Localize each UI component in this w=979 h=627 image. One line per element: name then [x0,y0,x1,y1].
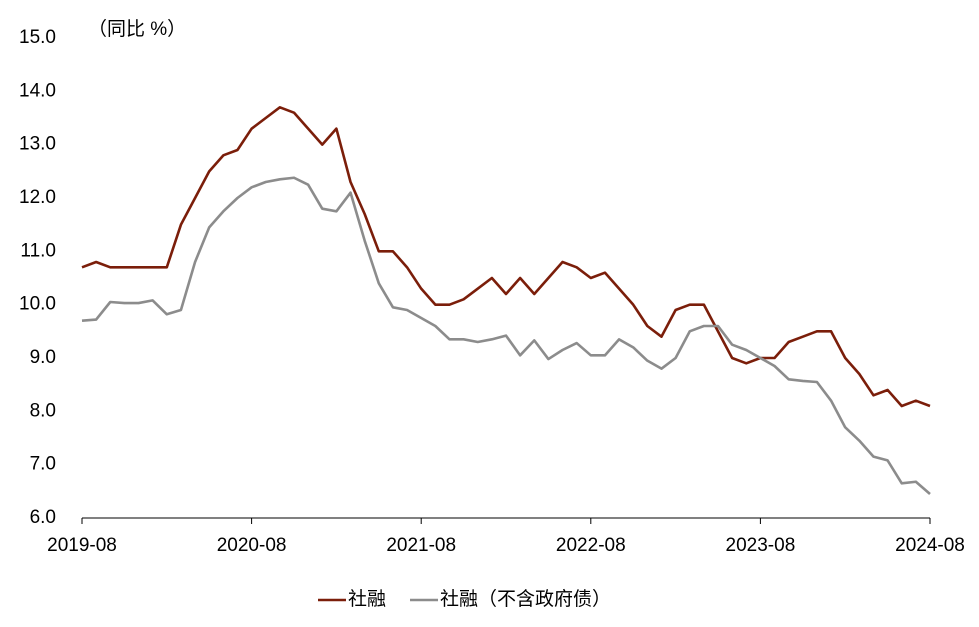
x-tick-label: 2021-08 [386,535,456,556]
x-tick-label: 2023-08 [726,535,796,556]
x-tick-label: 2022-08 [556,535,626,556]
series-line [81,106,931,408]
y-tick-label: 14.0 [19,80,56,101]
y-tick-label: 11.0 [20,240,56,261]
x-tick-label: 2024-08 [895,535,965,556]
unit-label: （同比 %） [88,18,186,40]
y-tick-label: 12.0 [19,187,56,208]
legend-label: 社融 [348,588,386,610]
y-tick-label: 7.0 [30,454,56,475]
y-tick-label: 9.0 [30,347,56,368]
x-tick-label: 2019-08 [47,535,117,556]
x-tick-label: 2020-08 [217,535,287,556]
y-tick-label: 8.0 [30,400,56,421]
y-tick-label: 13.0 [19,134,56,155]
y-tick-label: 15.0 [19,27,56,48]
legend-label: 社融（不含政府债） [440,588,611,610]
series-line [81,176,931,495]
y-tick-label: 10.0 [19,294,56,315]
y-tick-label: 6.0 [30,507,56,528]
